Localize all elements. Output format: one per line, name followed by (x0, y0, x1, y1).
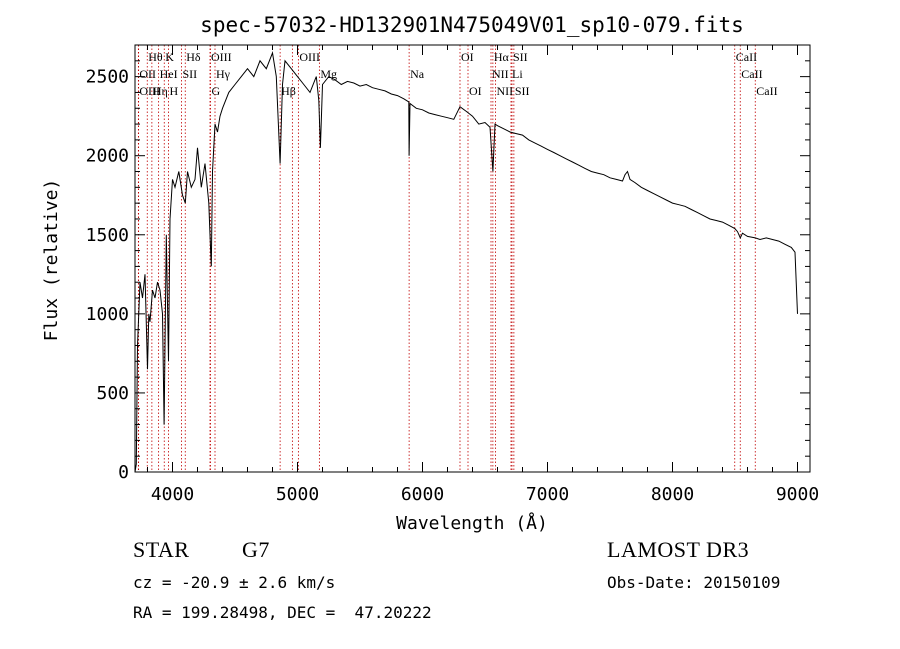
line-markers (137, 45, 756, 472)
line-label: HeI (160, 67, 178, 81)
chart-title: spec-57032-HD132901N475049V01_sp10-079.f… (200, 13, 744, 37)
line-label: OIII (139, 84, 160, 98)
line-label: OIII (211, 50, 232, 64)
line-label: Hγ (216, 67, 231, 81)
plot-frame (134, 44, 811, 473)
axis-ticks: 4000 5000 6000 7000 8000 9000 0 500 1000 1500 2000… (86, 45, 819, 505)
y-tick-label: 1500 (86, 225, 129, 246)
line-label: H (170, 84, 179, 98)
line-label: G (212, 84, 221, 98)
line-label: OI (461, 50, 474, 64)
x-tick-label: 4000 (151, 484, 194, 505)
line-label: OI (469, 84, 482, 98)
line-label: Na (410, 67, 425, 81)
line-label: SII (183, 67, 198, 81)
line-label: Hβ (281, 84, 296, 98)
y-tick-label: 2000 (86, 146, 129, 167)
line-label: SII (515, 84, 530, 98)
y-tick-label: 0 (118, 462, 129, 483)
x-tick-label: 9000 (776, 484, 819, 505)
object-subclass: G7 (242, 537, 270, 562)
observation-date: Obs-Date: 20150109 (607, 573, 781, 592)
line-label: OII (139, 67, 156, 81)
x-axis-label: Wavelength (Å) (396, 512, 548, 534)
line-label: NII (492, 67, 509, 81)
line-label: Hα (494, 50, 510, 64)
line-label: K (165, 50, 174, 64)
line-label: Hδ (186, 50, 201, 64)
line-label: Mg (320, 67, 337, 81)
line-label: Hη (153, 84, 168, 98)
spectrum-series-line (134, 51, 798, 473)
line-label: CaII (756, 84, 777, 98)
coordinates: RA = 199.28498, DEC = 47.20222 (133, 603, 432, 622)
line-label: SII (513, 50, 528, 64)
x-tick-label: 5000 (276, 484, 319, 505)
line-label: Hθ (148, 50, 163, 64)
x-tick-label: 6000 (401, 484, 444, 505)
y-axis-label: Flux (relative) (41, 179, 62, 342)
redshift-cz: cz = -20.9 ± 2.6 km/s (133, 573, 336, 592)
line-label: NII (497, 84, 514, 98)
line-label: Li (512, 67, 523, 81)
x-tick-label: 8000 (651, 484, 694, 505)
line-label: CaII (736, 50, 757, 64)
y-tick-label: 2500 (86, 67, 129, 88)
object-class: STAR (133, 537, 190, 562)
y-tick-label: 500 (96, 383, 129, 404)
survey-name: LAMOST DR3 (607, 537, 750, 562)
line-label: CaII (741, 67, 762, 81)
y-tick-label: 1000 (86, 304, 129, 325)
x-tick-label: 7000 (526, 484, 569, 505)
line-label: OIII (299, 50, 320, 64)
